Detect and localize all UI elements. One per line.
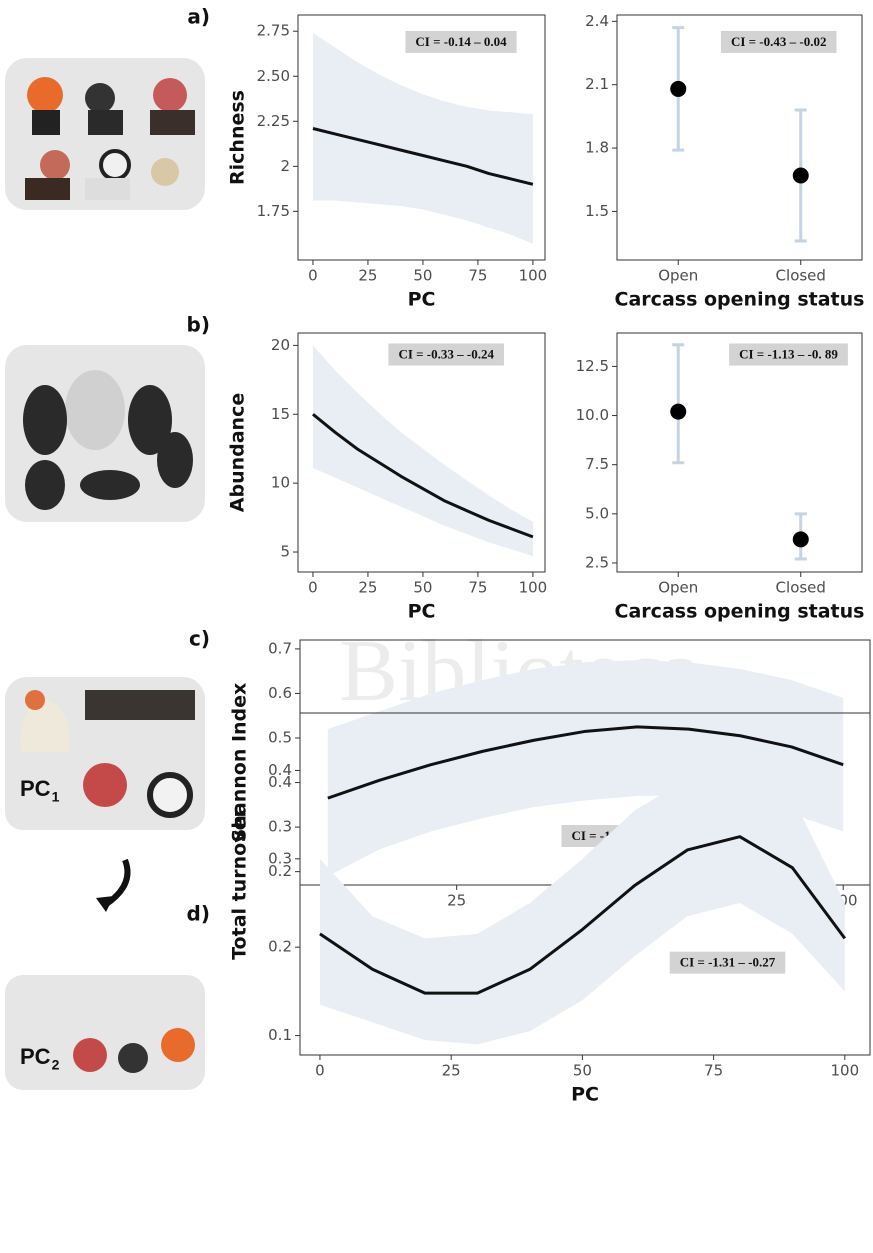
panel-label: c) — [189, 627, 210, 651]
bird-icons — [5, 58, 205, 1090]
plot-frame — [297, 332, 546, 573]
annotation: CI = -1.31 – -0.27 — [680, 955, 776, 970]
x-tick-label: 50 — [573, 1062, 592, 1080]
x-tick-label: 25 — [447, 892, 466, 910]
x-tick-label: 75 — [468, 579, 487, 597]
plot-frame — [297, 14, 546, 261]
pc-subscript: 1 — [52, 789, 60, 805]
pc-label: PC — [20, 1044, 51, 1069]
fit-line — [312, 413, 534, 539]
x-tick-label: 100 — [519, 579, 548, 597]
y-tick-label: 20 — [271, 336, 290, 354]
point — [792, 531, 809, 548]
x-axis-title: PC — [571, 1084, 599, 1106]
plot-frame — [616, 14, 863, 261]
y-tick-label: 0.7 — [268, 639, 292, 657]
annotation: CI = -1.13 – -0. 89 — [739, 346, 838, 361]
fit-line — [312, 127, 534, 186]
y-tick-label: 0.4 — [268, 761, 292, 779]
y-axis-title: Shannon Index — [229, 683, 251, 843]
y-tick-label: 2.5 — [585, 553, 609, 571]
y-tick-label: 5.0 — [585, 504, 609, 522]
y-tick-label: 0.2 — [268, 938, 292, 956]
point — [670, 80, 687, 97]
annotation-box — [388, 343, 504, 366]
annotation: CI = -0.33 – -0.24 — [398, 346, 494, 361]
panel-label: d) — [187, 902, 210, 926]
y-tick-label: 0.5 — [268, 729, 292, 747]
plot-frame — [616, 332, 863, 573]
x-axis-title: PC — [408, 289, 436, 311]
ci-band — [319, 770, 845, 1045]
y-tick-label: 10 — [271, 474, 290, 492]
y-tick-label: 15 — [271, 405, 290, 423]
y-tick-label: 12.5 — [576, 357, 609, 375]
y-axis-title: Abundance — [227, 393, 249, 512]
plot-frame — [299, 712, 871, 1056]
y-tick-label: 2.4 — [585, 12, 609, 30]
panel-label: b) — [187, 313, 210, 337]
x-tick-label: 0 — [308, 267, 318, 285]
y-tick-label: 1.75 — [257, 202, 290, 220]
y-tick-label: 7.5 — [585, 455, 609, 473]
y-tick-label: 2.25 — [257, 112, 290, 130]
pc-label: PC — [20, 776, 51, 801]
x-tick-label: Closed — [776, 267, 826, 285]
annotation-box — [729, 343, 848, 366]
y-tick-label: 2.1 — [585, 75, 609, 93]
x-tick-label: 0 — [308, 579, 318, 597]
y-tick-label: 0.4 — [268, 773, 292, 791]
x-tick-label: 100 — [830, 1062, 859, 1080]
fit-line — [319, 835, 847, 995]
chart: 2.5 5.0 7.5 10.0 12.5 Carcass opening status O… — [576, 332, 865, 623]
y-tick-label: 0.1 — [268, 1026, 292, 1044]
y-tick-label: 0.3 — [268, 818, 292, 836]
x-tick-label: 50 — [413, 579, 432, 597]
annotation: CI = -0.14 – 0.04 — [415, 34, 507, 49]
annotation-box — [405, 30, 517, 53]
y-tick-label: 5 — [280, 543, 290, 561]
y-tick-label: 2.50 — [257, 67, 290, 85]
y-tick-label: 1.8 — [585, 139, 609, 157]
ci-band — [312, 33, 533, 244]
x-tick-label: 25 — [358, 267, 377, 285]
y-axis-title: Richness — [227, 90, 249, 185]
pc-subscript: 2 — [52, 1057, 60, 1073]
y-tick-label: 0.6 — [268, 684, 292, 702]
fit-line — [327, 725, 844, 800]
x-axis-title: Carcass opening status — [615, 289, 865, 311]
annotation-box — [720, 30, 837, 53]
x-tick-label: 75 — [468, 267, 487, 285]
chart: 1.5 1.8 2.1 2.4 Carcass opening status Open Cl… — [585, 12, 864, 311]
annotation: CI = -0.43 – -0.02 — [731, 34, 827, 49]
y-tick-label: 1.5 — [585, 202, 609, 220]
point — [670, 403, 687, 420]
y-tick-label: 10.0 — [576, 406, 609, 424]
x-tick-label: Open — [658, 579, 698, 597]
x-axis-title: PC — [408, 601, 436, 623]
x-tick-label: Closed — [776, 579, 826, 597]
panel-label: a) — [187, 5, 210, 29]
x-tick-label: 50 — [413, 267, 432, 285]
x-axis-title: Carcass opening status — [615, 601, 865, 623]
y-tick-label: 2.75 — [257, 22, 290, 40]
ci-band — [312, 345, 533, 557]
y-tick-label: 2 — [280, 157, 290, 175]
y-tick-label: 0.2 — [268, 862, 292, 880]
annotation-box — [669, 951, 786, 974]
point — [792, 167, 809, 184]
x-tick-label: 25 — [358, 579, 377, 597]
chart: 1.75 2 2.25 2.50 2.75 Richness PC 0 25 50 75 100 CI … — [227, 14, 548, 311]
x-tick-label: 100 — [519, 267, 548, 285]
x-tick-label: Open — [658, 267, 698, 285]
ci-band — [327, 660, 844, 877]
chart: 5 10 15 20 Abundance PC 0 25 50 75 100 CI = -0.33 –… — [227, 332, 548, 623]
y-axis-title: Total turnover — [229, 808, 251, 960]
x-tick-label: 75 — [704, 1062, 723, 1080]
y-tick-label: 0.3 — [268, 849, 292, 867]
x-tick-label: 0 — [315, 1062, 325, 1080]
x-tick-label: 25 — [442, 1062, 461, 1080]
